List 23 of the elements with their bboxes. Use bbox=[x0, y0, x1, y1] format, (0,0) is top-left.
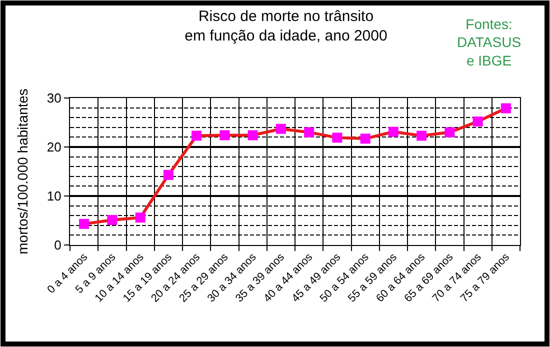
point bbox=[192, 130, 202, 141]
point bbox=[472, 116, 483, 127]
point bbox=[304, 127, 314, 138]
text: Fontes: DATASUS e IBGE bbox=[457, 16, 522, 68]
y-tick-label: 0 bbox=[54, 238, 62, 253]
y-tick-label: 20 bbox=[46, 140, 62, 155]
point bbox=[248, 130, 258, 140]
point bbox=[332, 132, 342, 143]
point bbox=[416, 130, 427, 141]
point bbox=[276, 124, 286, 134]
y-axis-title: mortos/100.000 habitantes bbox=[14, 88, 31, 254]
point bbox=[360, 134, 370, 144]
point bbox=[220, 130, 230, 140]
point bbox=[388, 126, 398, 137]
point bbox=[135, 212, 146, 223]
y-tick-label: 30 bbox=[46, 90, 62, 106]
point bbox=[163, 170, 174, 180]
point bbox=[444, 127, 455, 138]
point bbox=[500, 103, 511, 114]
chart-title: Risco de morte no trânsito em função da idade, ano 2000 bbox=[184, 8, 388, 44]
y-tick-label: 10 bbox=[46, 188, 62, 204]
point bbox=[79, 218, 90, 229]
point bbox=[107, 215, 118, 226]
